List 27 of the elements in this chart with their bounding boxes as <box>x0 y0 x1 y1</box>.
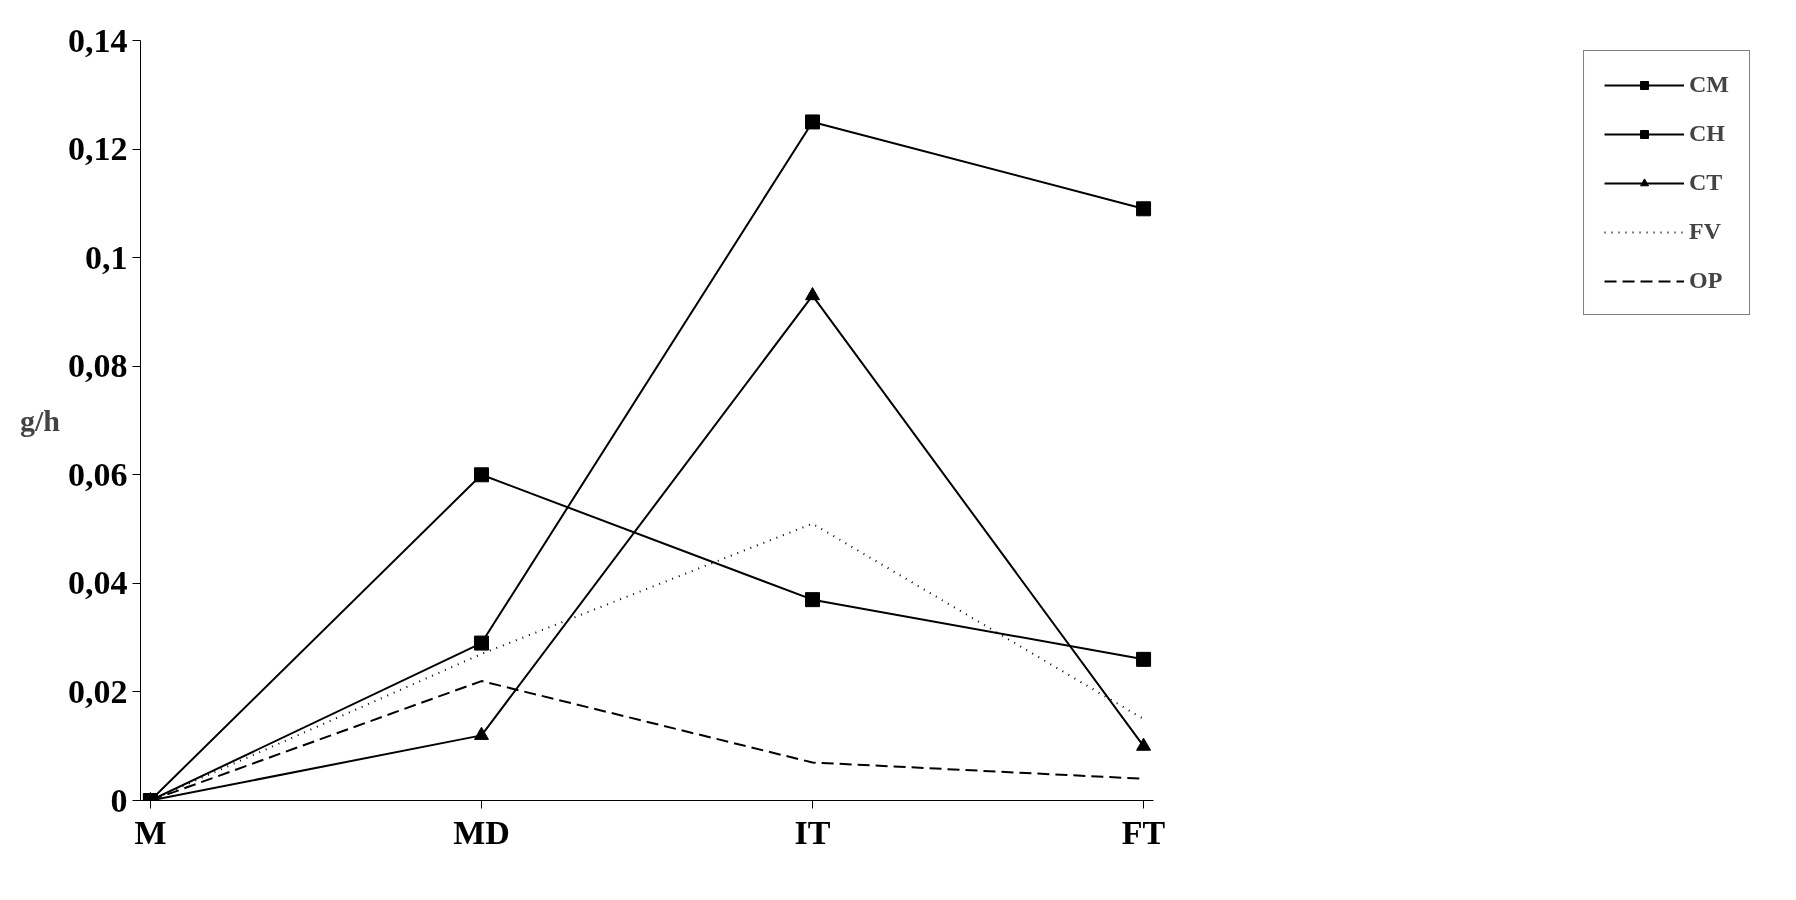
y-tick-label: 0,08 <box>68 347 128 385</box>
point <box>805 592 821 608</box>
y-axis-title: g/h <box>19 404 61 437</box>
y-tick-label: 0,1 <box>85 238 128 276</box>
y-tick-label: 0,12 <box>68 130 128 168</box>
point <box>473 635 489 651</box>
legend-label: CT <box>1689 169 1723 196</box>
point <box>805 287 821 301</box>
point <box>473 726 489 740</box>
legend-label: CM <box>1689 71 1729 98</box>
x-tick-label: IT <box>794 813 831 851</box>
legend-label: FV <box>1689 218 1722 245</box>
y-tick-label: 0 <box>110 781 128 819</box>
y-tick-label: 0,14 <box>68 21 128 59</box>
y-tick-label: 0,02 <box>68 672 128 710</box>
point <box>1136 651 1152 667</box>
legend-label: CH <box>1689 120 1726 147</box>
y-tick-label: 0,06 <box>68 455 128 493</box>
x-tick-label: MD <box>453 813 510 851</box>
x-tick-label: M <box>134 813 167 851</box>
point <box>1136 737 1152 751</box>
legend-label: OP <box>1689 267 1723 294</box>
point <box>805 114 821 130</box>
y-tick-label: 0,04 <box>68 564 128 602</box>
point <box>1136 201 1152 217</box>
point <box>473 467 489 483</box>
x-tick-label: FT <box>1121 813 1166 851</box>
